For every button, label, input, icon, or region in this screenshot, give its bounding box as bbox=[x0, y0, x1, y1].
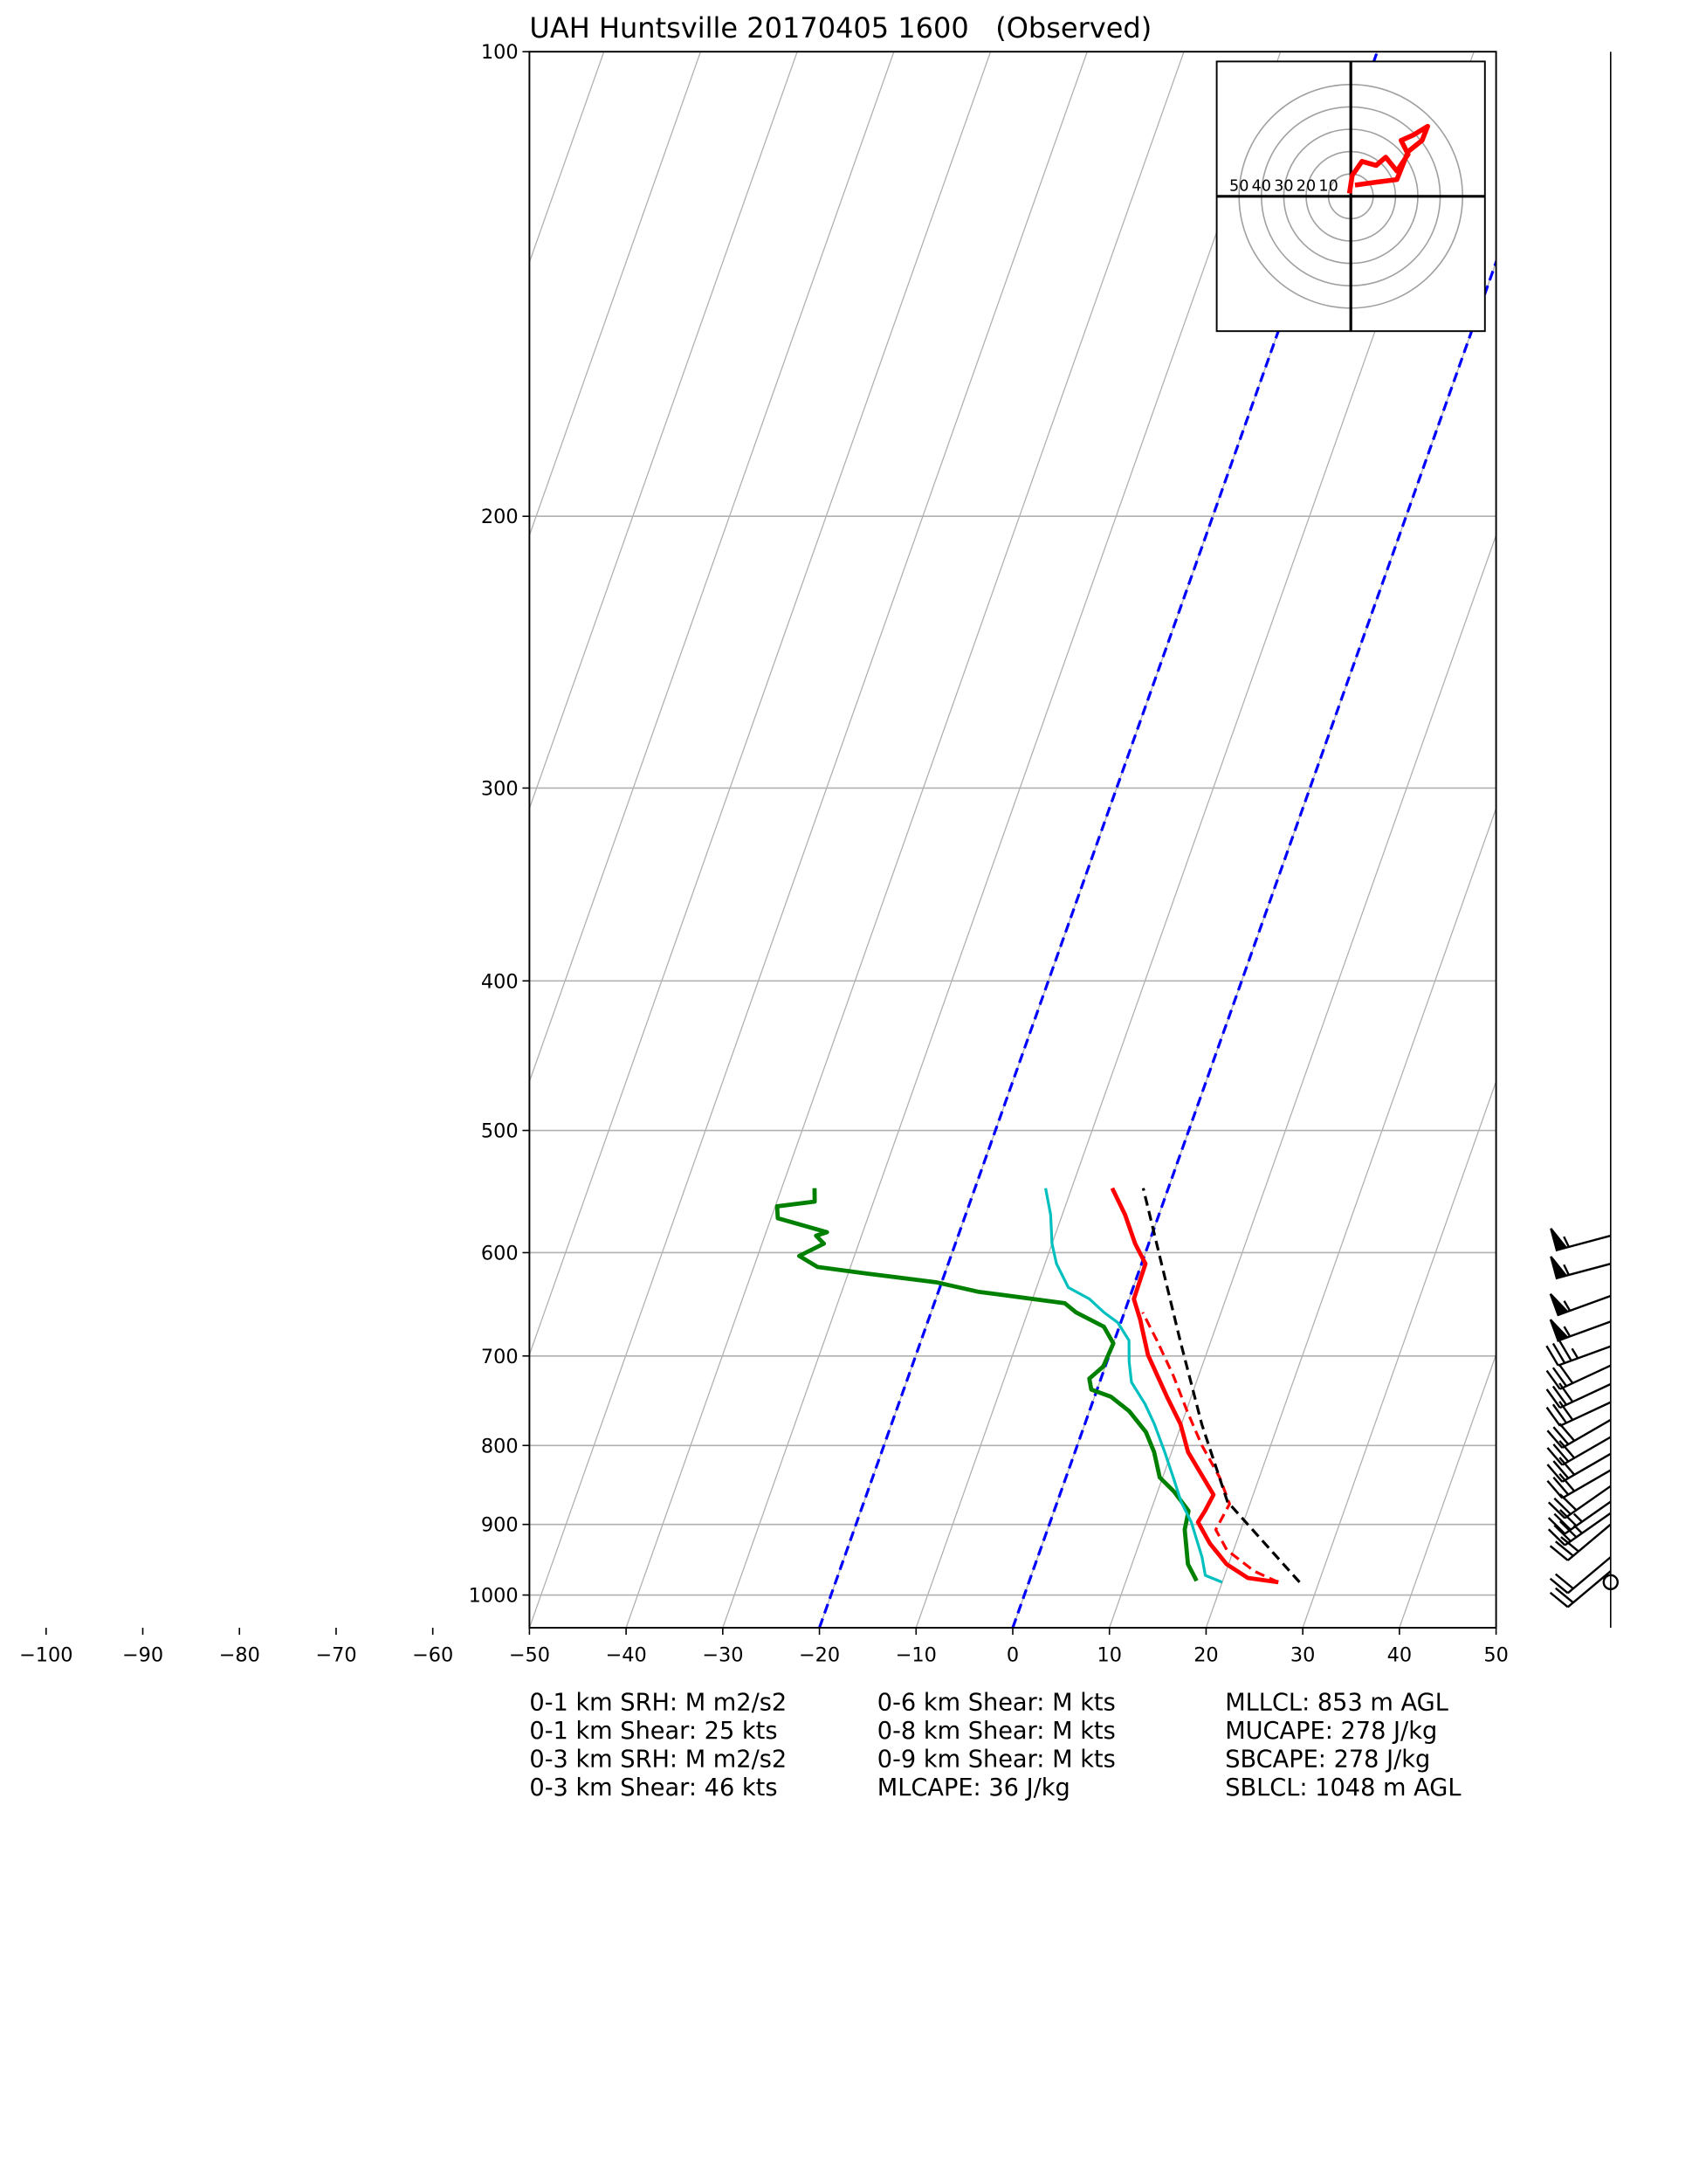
stat-text: MUCAPE: 278 J/kg bbox=[1225, 1718, 1437, 1745]
isotherm-grid-line bbox=[529, 52, 798, 810]
wind-barb-calm bbox=[1602, 1574, 1620, 1591]
y-tick-label: 1000 bbox=[469, 1585, 519, 1608]
stat-text: MLCAPE: 36 J/kg bbox=[877, 1774, 1070, 1802]
x-tick-label: 30 bbox=[1290, 1643, 1316, 1666]
isotherm-grid-line bbox=[1205, 806, 1496, 1628]
y-tick-label: 900 bbox=[481, 1514, 519, 1537]
hodograph-ring-label: 30 bbox=[1274, 177, 1293, 195]
wind-barb bbox=[1547, 1512, 1612, 1547]
hodograph-line bbox=[1346, 123, 1430, 194]
wind-barb bbox=[1545, 1401, 1612, 1427]
plot-frame bbox=[528, 51, 1497, 1629]
dashed-isotherm bbox=[818, 52, 1379, 1628]
hodograph-ring-label: 10 bbox=[1318, 177, 1338, 195]
y-tick-label: 600 bbox=[481, 1242, 519, 1264]
y-tick-label: 100 bbox=[481, 41, 519, 64]
stat-text: 0-3 km Shear: 46 kts bbox=[529, 1774, 777, 1802]
plot-area bbox=[529, 52, 1496, 1628]
hodograph-ring-label: 50 bbox=[1229, 177, 1248, 195]
profile-line bbox=[1141, 1188, 1301, 1583]
x-tick-label: −30 bbox=[702, 1643, 743, 1666]
wind-barb bbox=[1546, 1436, 1612, 1466]
x-tick-label: 10 bbox=[1097, 1643, 1122, 1666]
hodograph-ring-label: 40 bbox=[1252, 177, 1271, 195]
wind-barb bbox=[1549, 1570, 1612, 1609]
x-tick-label: −20 bbox=[799, 1643, 840, 1666]
y-tick-label: 700 bbox=[481, 1346, 519, 1368]
wind-barb bbox=[1545, 1340, 1612, 1367]
x-tick-label: −70 bbox=[315, 1643, 356, 1666]
wind-barb bbox=[1549, 1556, 1612, 1595]
wind-barb bbox=[1547, 1500, 1612, 1535]
wind-barb bbox=[1546, 1469, 1612, 1499]
profile-line bbox=[1110, 1187, 1279, 1585]
wind-barb bbox=[1549, 1319, 1612, 1342]
isotherm-grid-line bbox=[529, 52, 1088, 1628]
y-tick-label: 800 bbox=[481, 1435, 519, 1457]
hodograph-ring-label: 20 bbox=[1297, 177, 1316, 195]
stat-text: MLLCL: 853 m AGL bbox=[1225, 1689, 1448, 1716]
x-tick-label: −100 bbox=[19, 1643, 73, 1666]
stat-text: 0-1 km SRH: M m2/s2 bbox=[529, 1689, 787, 1716]
y-tick-label: 300 bbox=[481, 777, 519, 800]
stat-text: 0-1 km Shear: 25 kts bbox=[529, 1718, 777, 1745]
isotherm-grid-line bbox=[625, 52, 1185, 1628]
x-tick-label: −90 bbox=[122, 1643, 163, 1666]
y-tick-label: 500 bbox=[481, 1120, 519, 1143]
x-tick-label: 50 bbox=[1483, 1643, 1509, 1666]
x-tick-label: −10 bbox=[896, 1643, 937, 1666]
isotherm-grid-line bbox=[529, 52, 895, 1084]
stat-text: 0-9 km Shear: M kts bbox=[877, 1746, 1116, 1773]
x-tick-label: 0 bbox=[1007, 1643, 1019, 1666]
x-tick-label: −80 bbox=[219, 1643, 260, 1666]
stat-text: 0-8 km Shear: M kts bbox=[877, 1718, 1116, 1745]
y-tick-label: 200 bbox=[481, 506, 519, 528]
stat-text: SBCAPE: 278 J/kg bbox=[1225, 1746, 1430, 1773]
wind-barb bbox=[1547, 1485, 1612, 1519]
isotherm-grid-line bbox=[722, 52, 1282, 1628]
stat-text: SBLCL: 1048 m AGL bbox=[1225, 1774, 1461, 1802]
isotherm-grid-line bbox=[1109, 534, 1496, 1628]
y-tick-label: 400 bbox=[481, 970, 519, 993]
profile-line bbox=[774, 1188, 1199, 1582]
wind-barb bbox=[1545, 1364, 1612, 1390]
isotherm-grid-line bbox=[529, 52, 992, 1357]
x-tick-label: −60 bbox=[412, 1643, 453, 1666]
chart-title: UAH Huntsville 20170405 1600 (Observed) bbox=[529, 11, 1152, 45]
x-tick-label: 40 bbox=[1387, 1643, 1413, 1666]
wind-barb bbox=[1546, 1418, 1612, 1449]
wind-barb bbox=[1545, 1382, 1612, 1409]
profile-line bbox=[1141, 1312, 1279, 1584]
isotherm-grid-line bbox=[529, 52, 702, 537]
stat-text: 0-3 km SRH: M m2/s2 bbox=[529, 1746, 787, 1773]
isotherm-grid-line bbox=[1302, 1079, 1496, 1628]
wind-barb bbox=[1549, 1293, 1612, 1317]
wind-barb bbox=[1550, 1228, 1612, 1252]
wind-barb bbox=[1546, 1452, 1612, 1483]
x-tick-label: −40 bbox=[605, 1643, 646, 1666]
stat-text: 0-6 km Shear: M kts bbox=[877, 1689, 1116, 1716]
wind-barb bbox=[1549, 1523, 1612, 1561]
profile-line bbox=[1044, 1188, 1223, 1584]
isotherm-grid-line bbox=[1399, 1353, 1496, 1628]
hodograph-area bbox=[1216, 61, 1485, 332]
x-tick-label: −50 bbox=[509, 1643, 550, 1666]
wind-barb bbox=[1550, 1256, 1612, 1280]
x-tick-label: 20 bbox=[1193, 1643, 1219, 1666]
